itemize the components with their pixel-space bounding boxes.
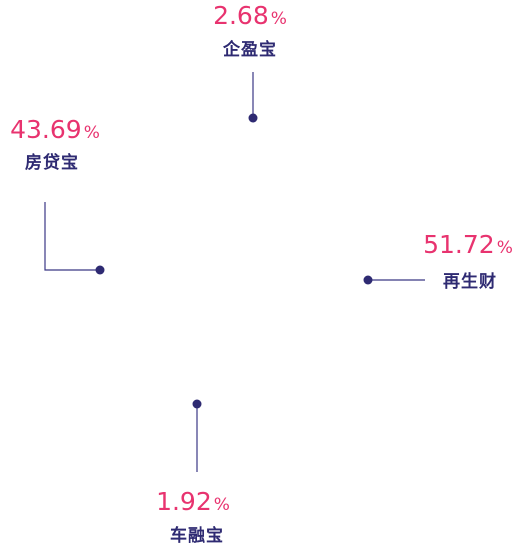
slice-label-group: 1.92 % 车融宝 xyxy=(156,399,230,546)
leader-line xyxy=(44,202,100,271)
category-label: 房贷宝 xyxy=(25,152,79,173)
value-label: 43.69% xyxy=(10,115,100,144)
category-label: 企盈宝 xyxy=(222,39,277,60)
value-number: 1.92 xyxy=(156,487,212,516)
value-label: 51.72% xyxy=(423,230,513,259)
category-label: 再生财 xyxy=(443,271,497,292)
slice-label-group: 43.69 %房贷宝 xyxy=(10,115,105,275)
value-number: 51.72 xyxy=(423,230,495,259)
slice-anchor-dot xyxy=(363,275,373,285)
value-unit: % xyxy=(84,123,100,143)
value-label: 2.68% xyxy=(213,1,287,30)
slice-label-group: 2.68 % 企盈宝 xyxy=(213,1,287,123)
slice-anchor-dot xyxy=(192,399,202,409)
slice-anchor-dot xyxy=(95,265,105,275)
value-number: 2.68 xyxy=(213,1,269,30)
value-unit: % xyxy=(271,9,287,29)
category-label: 车融宝 xyxy=(170,525,224,546)
value-number: 43.69 xyxy=(10,115,82,144)
value-label: 1.92% xyxy=(156,487,230,516)
slice-label-group: 51.72 %再生财 xyxy=(363,230,513,292)
slice-anchor-dot xyxy=(248,113,258,123)
value-unit: % xyxy=(497,238,513,258)
value-unit: % xyxy=(214,495,230,515)
